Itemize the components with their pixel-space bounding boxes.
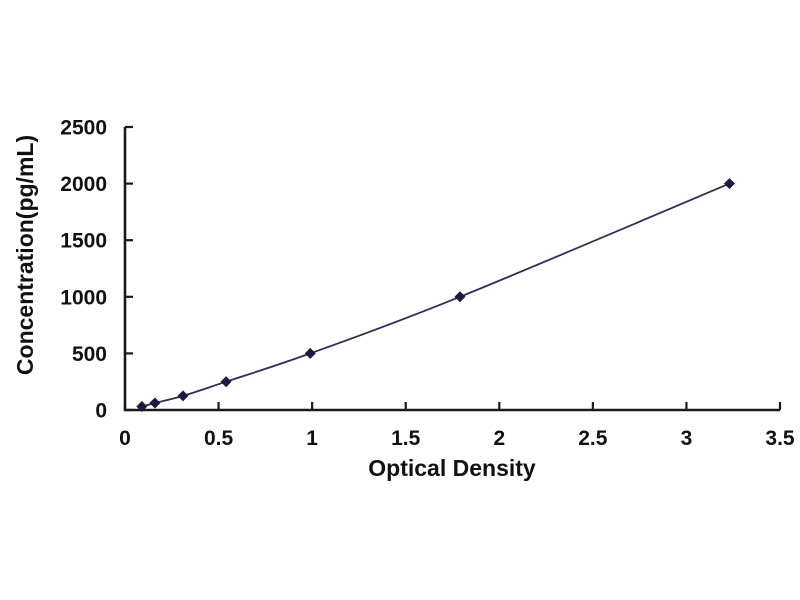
x-tick-label: 3	[681, 427, 693, 450]
y-tick-label: 0	[95, 400, 107, 423]
x-tick-label: 1.5	[391, 427, 421, 450]
x-tick-label: 1	[306, 427, 318, 450]
data-point-marker	[220, 376, 232, 388]
y-axis-title: Concentration(pg/mL)	[12, 135, 38, 375]
data-point-marker	[723, 178, 735, 190]
y-tick-label: 1500	[60, 230, 107, 253]
standard-curve-line	[141, 182, 730, 408]
data-point-marker	[454, 291, 466, 303]
data-point-marker	[149, 397, 161, 409]
data-point-marker	[177, 390, 189, 402]
y-tick-label: 500	[72, 343, 107, 366]
data-point-marker	[304, 347, 316, 359]
x-axis-title: Optical Density	[368, 455, 536, 481]
y-tick-label: 1000	[60, 286, 107, 309]
y-tick-label: 2500	[60, 117, 107, 140]
x-tick-label: 2	[493, 427, 505, 450]
y-tick-label: 2000	[60, 173, 107, 196]
x-tick-label: 2.5	[578, 427, 608, 450]
plot-area: 0 500 1000 1500 2000 2500 0 0.5 1 1.5 2 2.5 3 3.5	[60, 117, 795, 451]
x-tick-label: 0	[119, 427, 131, 450]
x-tick-label: 3.5	[765, 427, 795, 450]
x-tick-label: 0.5	[204, 427, 234, 450]
data-point-marker	[136, 400, 148, 412]
